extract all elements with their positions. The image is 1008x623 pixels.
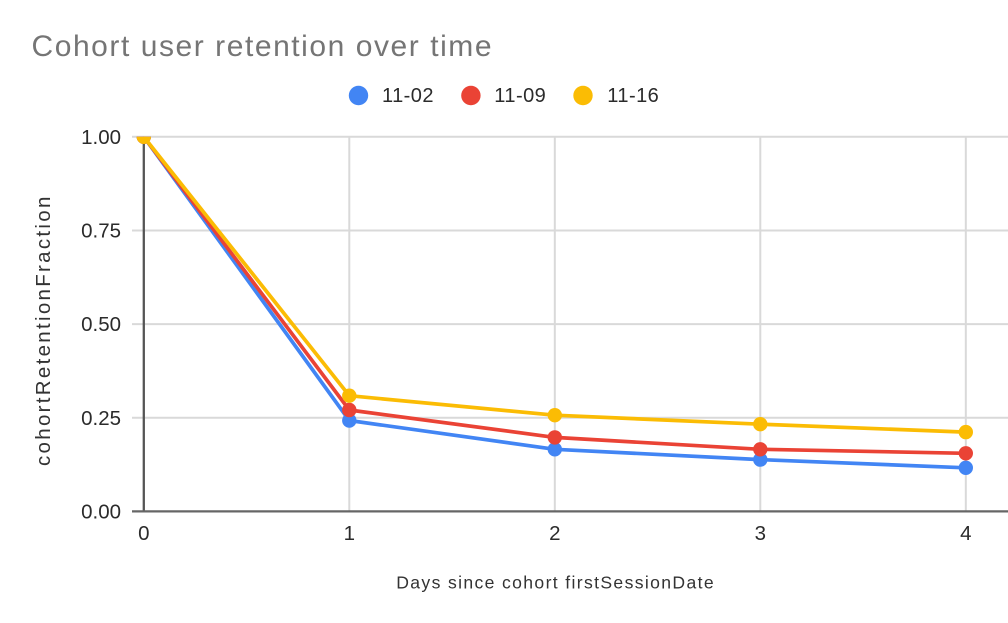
- svg-text:11-09: 11-09: [494, 85, 546, 107]
- svg-text:3: 3: [755, 522, 766, 545]
- svg-text:4: 4: [960, 522, 971, 545]
- svg-text:1: 1: [344, 522, 355, 545]
- svg-text:0.75: 0.75: [81, 219, 121, 242]
- svg-text:11-02: 11-02: [382, 85, 434, 107]
- svg-text:0.25: 0.25: [81, 407, 121, 430]
- svg-text:2: 2: [549, 522, 560, 545]
- svg-text:0: 0: [138, 522, 149, 545]
- svg-text:11-16: 11-16: [607, 85, 659, 107]
- svg-text:cohortRetentionFraction: cohortRetentionFraction: [32, 194, 55, 466]
- svg-text:Cohort user retention over tim: Cohort user retention over time: [32, 30, 494, 63]
- svg-text:0.00: 0.00: [81, 500, 121, 523]
- svg-text:Days since cohort firstSession: Days since cohort firstSessionDate: [396, 573, 715, 593]
- svg-text:0.50: 0.50: [81, 313, 121, 336]
- svg-text:1.00: 1.00: [81, 126, 121, 149]
